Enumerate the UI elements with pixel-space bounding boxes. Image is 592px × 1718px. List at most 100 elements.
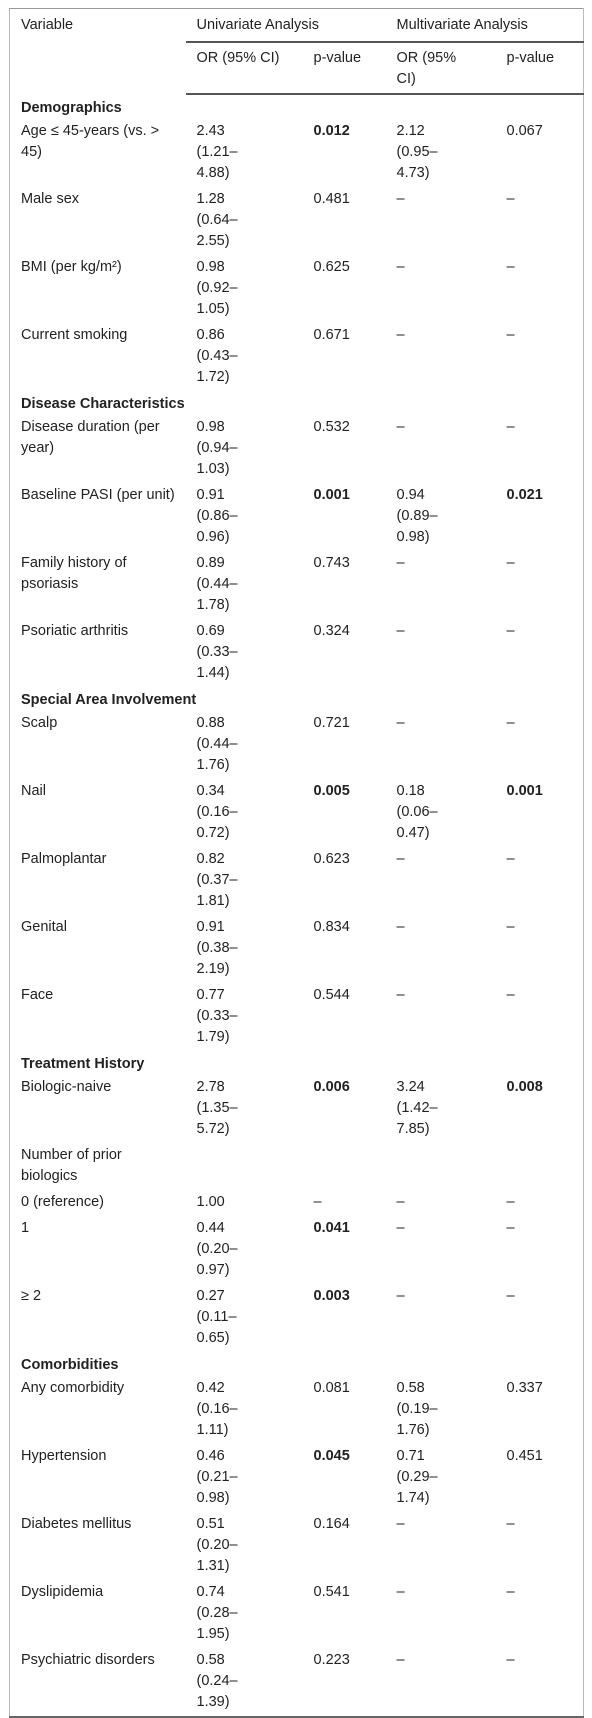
value-cell: – xyxy=(386,255,496,323)
value-cell: – xyxy=(386,1216,496,1284)
data-row: Number of prior biologics xyxy=(10,1143,584,1190)
cell-text: – xyxy=(506,1288,515,1304)
or-header: OR (95% CI) xyxy=(185,42,303,95)
section-row: Comorbidities xyxy=(10,1352,584,1376)
value-cell: 0.46 (0.21–0.98) xyxy=(186,1444,303,1512)
cell-text: 0.625 xyxy=(313,259,350,275)
value-cell: – xyxy=(303,1190,386,1216)
value-cell: 0.008 xyxy=(496,1075,584,1143)
cell-text: 0.045 xyxy=(313,1448,350,1464)
value-cell: 3.24 (1.42–7.85) xyxy=(386,1075,496,1143)
variable-cell: Diabetes mellitus xyxy=(10,1512,186,1580)
data-row: BMI (per kg/m²) 0.98 (0.92–1.05) 0.625 – – xyxy=(10,255,584,323)
cell-text: 0.98 (0.94–1.03) xyxy=(196,419,238,477)
cell-text: 0.008 xyxy=(506,1079,543,1095)
value-cell: 0.067 xyxy=(496,119,584,187)
value-cell: 1.00 xyxy=(186,1190,303,1216)
section-row: Disease Characteristics xyxy=(10,391,584,415)
value-cell: – xyxy=(496,711,584,779)
value-cell: – xyxy=(386,983,496,1051)
section-title: Disease Characteristics xyxy=(21,396,185,412)
variable-cell: Dyslipidemia xyxy=(10,1580,186,1648)
value-cell: 0.451 xyxy=(496,1444,584,1512)
value-cell: 0.021 xyxy=(496,483,584,551)
cell-text: 0 (reference) xyxy=(21,1194,105,1210)
cell-text: ≥ 2 xyxy=(21,1288,42,1304)
cell-text: Palmoplantar xyxy=(21,851,107,867)
cell-text: Dyslipidemia xyxy=(21,1584,104,1600)
value-cell: 0.98 (0.92–1.05) xyxy=(186,255,303,323)
cell-text: 1 xyxy=(21,1220,30,1236)
value-cell: – xyxy=(386,711,496,779)
variable-cell: Family history of psoriasis xyxy=(10,551,186,619)
cell-text: – xyxy=(506,987,515,1003)
cell-text: 0.34 (0.16–0.72) xyxy=(196,783,238,841)
cell-text: 0.91 (0.86–0.96) xyxy=(196,487,238,545)
cell-text: – xyxy=(506,191,515,207)
multivariate-header: Multivariate Analysis xyxy=(385,8,584,43)
section-title: Demographics xyxy=(21,100,122,116)
cell-text: 0.223 xyxy=(313,1652,350,1668)
cell-text: 2.12 (0.95–4.73) xyxy=(396,123,438,181)
value-cell: 0.27 (0.11–0.65) xyxy=(186,1284,303,1352)
univariate-header: Univariate Analysis xyxy=(185,8,386,43)
cell-text: – xyxy=(396,1516,405,1532)
variable-cell: Palmoplantar xyxy=(10,847,186,915)
cell-text: Number of prior biologics xyxy=(21,1147,122,1184)
value-cell xyxy=(186,1143,303,1190)
data-row: Biologic-naive 2.78 (1.35–5.72) 0.006 3.24 … xyxy=(10,1075,584,1143)
cell-text: 0.005 xyxy=(313,783,350,799)
section-row: Special Area Involvement xyxy=(10,687,584,711)
value-cell: – xyxy=(496,619,584,687)
value-cell: – xyxy=(496,847,584,915)
cell-text: – xyxy=(396,555,405,571)
data-row: Male sex 1.28 (0.64–2.55) 0.481 – – xyxy=(10,187,584,255)
cell-text: 1.28 (0.64–2.55) xyxy=(196,191,238,249)
cell-text: – xyxy=(506,1584,515,1600)
cell-text: – xyxy=(396,919,405,935)
cell-text: 0.721 xyxy=(313,715,350,731)
cell-text: 2.78 (1.35–5.72) xyxy=(196,1079,238,1137)
cell-text: Disease duration (per year) xyxy=(21,419,160,456)
cell-text: – xyxy=(396,1652,405,1668)
data-row: Face 0.77 (0.33–1.79) 0.544 – – xyxy=(10,983,584,1051)
data-row: Scalp 0.88 (0.44–1.76) 0.721 – – xyxy=(10,711,584,779)
cell-text: 0.88 (0.44–1.76) xyxy=(196,715,238,773)
cell-text: Biologic-naive xyxy=(21,1079,112,1095)
p-header: p-value xyxy=(302,42,386,95)
cell-text: 0.541 xyxy=(313,1584,350,1600)
value-cell: 0.001 xyxy=(303,483,386,551)
cell-text: – xyxy=(396,1288,405,1304)
page: Variable Univariate Analysis Multivariat… xyxy=(9,8,585,1718)
value-cell: – xyxy=(386,1512,496,1580)
cell-text: Genital xyxy=(21,919,67,935)
section-title: Comorbidities xyxy=(21,1357,119,1373)
value-cell: 0.541 xyxy=(303,1580,386,1648)
value-cell: – xyxy=(386,915,496,983)
value-cell: 0.58 (0.19–1.76) xyxy=(386,1376,496,1444)
value-cell: 0.164 xyxy=(303,1512,386,1580)
cell-text: 0.18 (0.06–0.47) xyxy=(396,783,438,841)
cell-text: BMI (per kg/m²) xyxy=(21,259,122,275)
value-cell: 0.532 xyxy=(303,415,386,483)
cell-text: Diabetes mellitus xyxy=(21,1516,132,1532)
cell-text: 0.544 xyxy=(313,987,350,1003)
value-cell xyxy=(386,1143,496,1190)
value-cell: 0.98 (0.94–1.03) xyxy=(186,415,303,483)
variable-cell: Baseline PASI (per unit) xyxy=(10,483,186,551)
value-cell: 0.005 xyxy=(303,779,386,847)
cell-text: – xyxy=(506,259,515,275)
value-cell: 0.045 xyxy=(303,1444,386,1512)
cell-text: – xyxy=(506,715,515,731)
value-cell: 0.77 (0.33–1.79) xyxy=(186,983,303,1051)
value-cell xyxy=(496,1143,584,1190)
data-row: Palmoplantar 0.82 (0.37–1.81) 0.623 – – xyxy=(10,847,584,915)
data-row: 0 (reference) 1.00 – – – xyxy=(10,1190,584,1216)
cell-text: – xyxy=(396,1584,405,1600)
cell-text: 2.43 (1.21–4.88) xyxy=(196,123,238,181)
value-cell: 0.001 xyxy=(496,779,584,847)
cell-text: Age ≤ 45-years (vs. > 45) xyxy=(21,123,160,160)
value-cell: – xyxy=(386,187,496,255)
cell-text: 0.451 xyxy=(506,1448,543,1464)
cell-text: 0.82 (0.37–1.81) xyxy=(196,851,238,909)
